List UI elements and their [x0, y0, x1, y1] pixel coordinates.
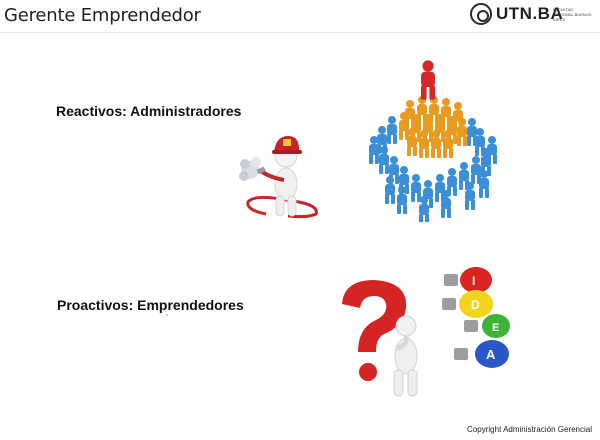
- firefighter-icon: [239, 136, 318, 219]
- proactive-label: Proactivos: Emprendedores: [57, 297, 244, 313]
- hierarchy-people-icon: [369, 60, 497, 222]
- bulb-letter-a: A: [486, 347, 496, 362]
- utn-badge-icon: [470, 3, 492, 25]
- bulb-letter-e: E: [492, 322, 499, 334]
- mouse-cursor-icon: ᶺ: [166, 313, 168, 319]
- logo-subtext: FACULTAD REGIONAL BUENOS AIRES: [553, 7, 592, 22]
- reactive-label: Reactivos: Administradores: [56, 103, 242, 119]
- question-mark-icon: [342, 280, 418, 397]
- lightbulbs-icon: I D E A: [442, 267, 510, 368]
- bulb-letter-d: D: [471, 298, 480, 312]
- logo-name: UTN.BA: [496, 4, 564, 23]
- utn-logo: UTN.BA FACULTAD REGIONAL BUENOS AIRES: [470, 3, 594, 27]
- slide-title: Gerente Emprendedor: [4, 5, 201, 26]
- header-bar: Gerente Emprendedor UTN.BA FACULTAD REGI…: [0, 0, 600, 33]
- bulb-letter-i: I: [472, 274, 475, 288]
- footer-copyright: Copyright Administración Gerencial: [467, 425, 592, 434]
